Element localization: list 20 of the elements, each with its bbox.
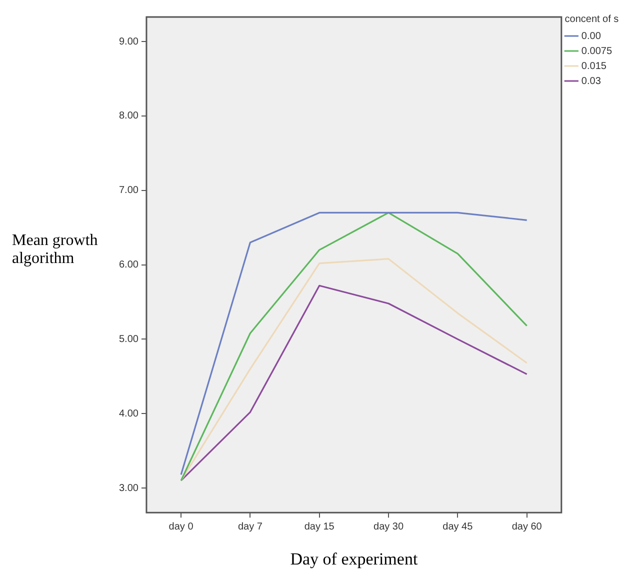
y-tick-label: 6.00 <box>118 260 139 271</box>
x-tick-label: day 45 <box>442 521 474 532</box>
legend-label: 0.015 <box>581 60 607 72</box>
y-tick-label: 5.00 <box>118 334 139 345</box>
y-tick-label: 4.00 <box>118 408 139 420</box>
legend-title: concent of s <box>564 14 619 25</box>
y-tick-label: 9.00 <box>118 36 139 48</box>
legend-label: 0.00 <box>581 30 602 42</box>
x-tick-label: day 30 <box>374 521 404 532</box>
x-axis-title: Day of experiment <box>290 549 418 568</box>
y-tick-label: 3.00 <box>118 482 139 494</box>
legend-label: 0.03 <box>581 76 602 87</box>
y-axis-title: Mean growth algorithm <box>12 232 98 267</box>
x-tick-label: day 60 <box>512 521 542 532</box>
y-tick-label: 7.00 <box>118 185 139 196</box>
x-tick-label: day 7 <box>238 521 263 532</box>
y-tick-label: 8.00 <box>118 110 139 122</box>
x-tick-label: day 15 <box>304 521 335 532</box>
x-tick-label: day 0 <box>168 521 194 532</box>
legend-label: 0.0075 <box>581 46 612 57</box>
